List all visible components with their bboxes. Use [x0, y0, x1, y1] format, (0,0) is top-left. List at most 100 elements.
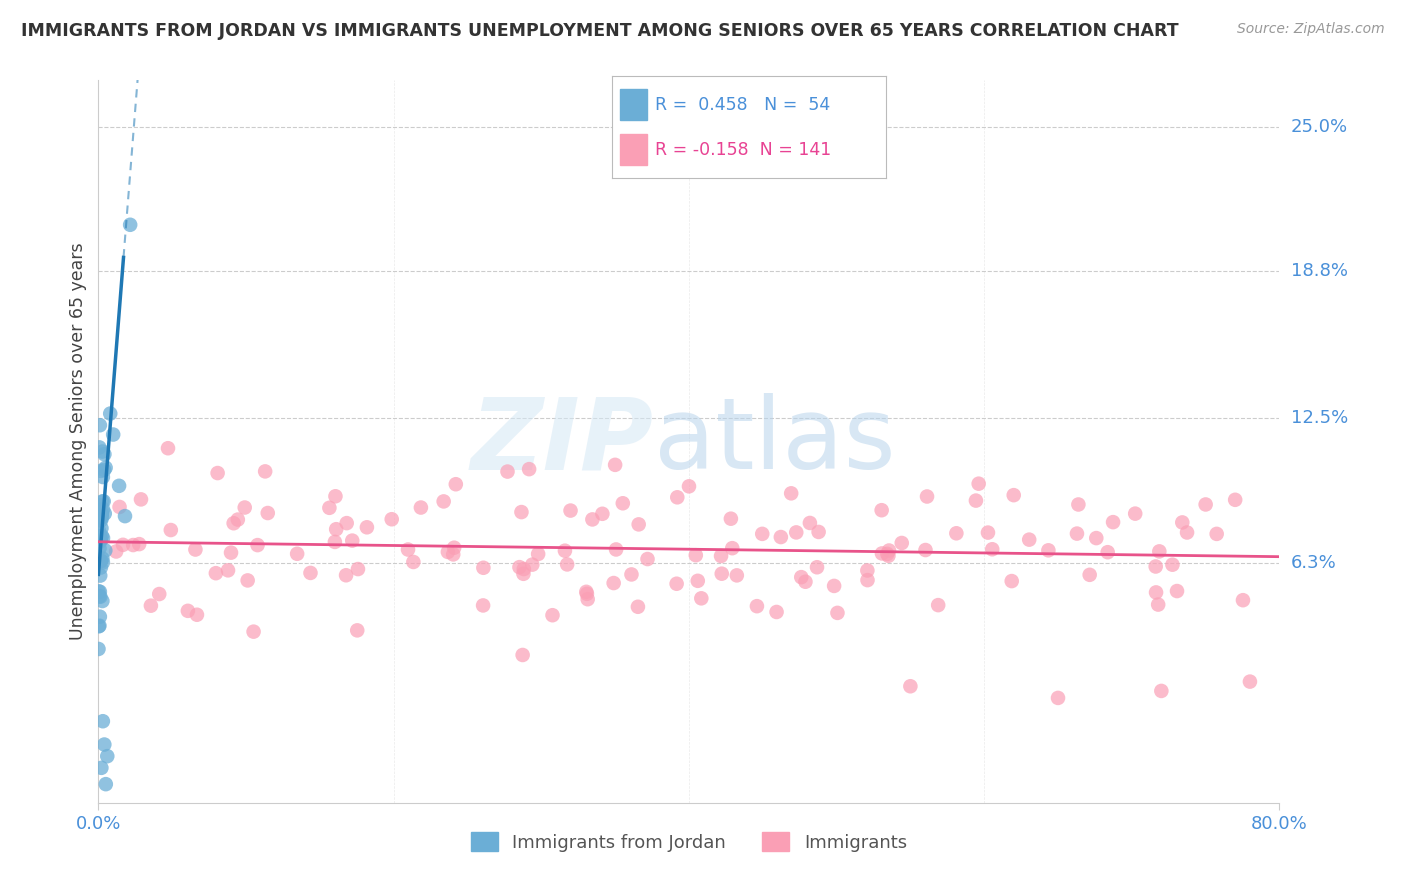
Point	[1018, 533, 1040, 547]
FancyBboxPatch shape	[620, 89, 647, 120]
Point	[1232, 593, 1254, 607]
Point	[91, 494, 114, 508]
Point	[89, 584, 111, 599]
Point	[876, 547, 898, 561]
Point	[612, 496, 634, 510]
Point	[900, 679, 922, 693]
Point	[690, 591, 713, 606]
Point	[94, 460, 117, 475]
Point	[1001, 574, 1024, 588]
Point	[342, 533, 364, 548]
Point	[765, 605, 787, 619]
Point	[356, 520, 378, 534]
Point	[93, 447, 115, 461]
Point	[1225, 492, 1247, 507]
Point	[90, 507, 112, 521]
Point	[1085, 531, 1108, 545]
Point	[575, 587, 598, 601]
Point	[1239, 674, 1261, 689]
Point	[111, 538, 134, 552]
Point	[159, 523, 181, 537]
Point	[114, 509, 136, 524]
Point	[877, 549, 900, 563]
Point	[1175, 525, 1198, 540]
Point	[233, 500, 256, 515]
Point	[575, 584, 598, 599]
Point	[90, 510, 112, 524]
Point	[89, 541, 111, 556]
Point	[89, 529, 111, 543]
Point	[254, 464, 277, 478]
Point	[965, 493, 987, 508]
Point	[186, 607, 208, 622]
FancyBboxPatch shape	[620, 135, 647, 165]
Point	[89, 499, 111, 513]
Point	[242, 624, 264, 639]
Point	[1144, 559, 1167, 574]
Point	[1150, 684, 1173, 698]
Point	[94, 543, 117, 558]
Point	[915, 490, 938, 504]
Point	[745, 599, 768, 614]
Point	[1038, 543, 1060, 558]
Point	[108, 479, 131, 493]
Point	[89, 590, 111, 604]
Point	[472, 561, 495, 575]
Point	[721, 541, 744, 556]
Text: R = -0.158  N = 141: R = -0.158 N = 141	[655, 141, 832, 159]
Point	[806, 560, 828, 574]
Point	[576, 592, 599, 607]
Point	[890, 536, 912, 550]
Point	[87, 531, 110, 545]
Point	[605, 542, 627, 557]
Point	[637, 552, 659, 566]
Point	[496, 465, 519, 479]
Point	[89, 418, 111, 433]
Point	[325, 522, 347, 536]
Point	[217, 563, 239, 577]
Point	[1149, 544, 1171, 558]
Point	[1161, 558, 1184, 572]
Point	[156, 441, 179, 455]
Point	[605, 458, 627, 472]
Point	[299, 566, 322, 580]
Point	[522, 558, 544, 572]
Point	[94, 777, 117, 791]
Point	[780, 486, 803, 500]
Point	[977, 525, 1000, 540]
Point	[1097, 545, 1119, 559]
Point	[323, 535, 346, 549]
Point	[1144, 585, 1167, 599]
Point	[318, 500, 340, 515]
Point	[409, 500, 432, 515]
Point	[678, 479, 700, 493]
Point	[794, 574, 817, 589]
Point	[541, 608, 564, 623]
Point	[402, 555, 425, 569]
Point	[90, 532, 112, 546]
Point	[396, 542, 419, 557]
Point	[1046, 690, 1070, 705]
Point	[91, 470, 114, 484]
Point	[508, 560, 530, 574]
Point	[90, 507, 112, 521]
Point	[1067, 498, 1090, 512]
Point	[620, 567, 643, 582]
Text: ZIP: ZIP	[471, 393, 654, 490]
Point	[823, 579, 845, 593]
Point	[1066, 526, 1088, 541]
Point	[91, 594, 114, 608]
Point	[93, 494, 115, 508]
Point	[807, 524, 830, 539]
Point	[1205, 527, 1227, 541]
Point	[89, 609, 111, 624]
Point	[90, 513, 112, 527]
Point	[555, 558, 578, 572]
Point	[219, 546, 242, 560]
Text: IMMIGRANTS FROM JORDAN VS IMMIGRANTS UNEMPLOYMENT AMONG SENIORS OVER 65 YEARS CO: IMMIGRANTS FROM JORDAN VS IMMIGRANTS UNE…	[21, 22, 1178, 40]
Point	[89, 589, 111, 603]
Point	[1171, 516, 1194, 530]
Point	[437, 545, 460, 559]
Point	[91, 444, 114, 458]
Point	[91, 714, 114, 729]
